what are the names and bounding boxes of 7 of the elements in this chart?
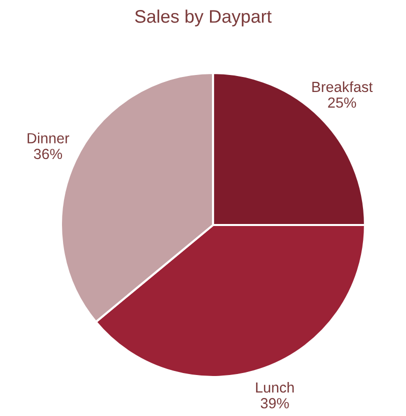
slice-label: Dinner <box>28 132 70 144</box>
data-label: 36% <box>34 148 62 160</box>
data-label: 39% <box>260 398 289 408</box>
slice-label: Lunch <box>256 382 294 393</box>
data-label: 25% <box>328 97 356 108</box>
slice-label: Breakfast <box>312 81 373 92</box>
chart-title: Sales by Daypart <box>135 10 272 26</box>
